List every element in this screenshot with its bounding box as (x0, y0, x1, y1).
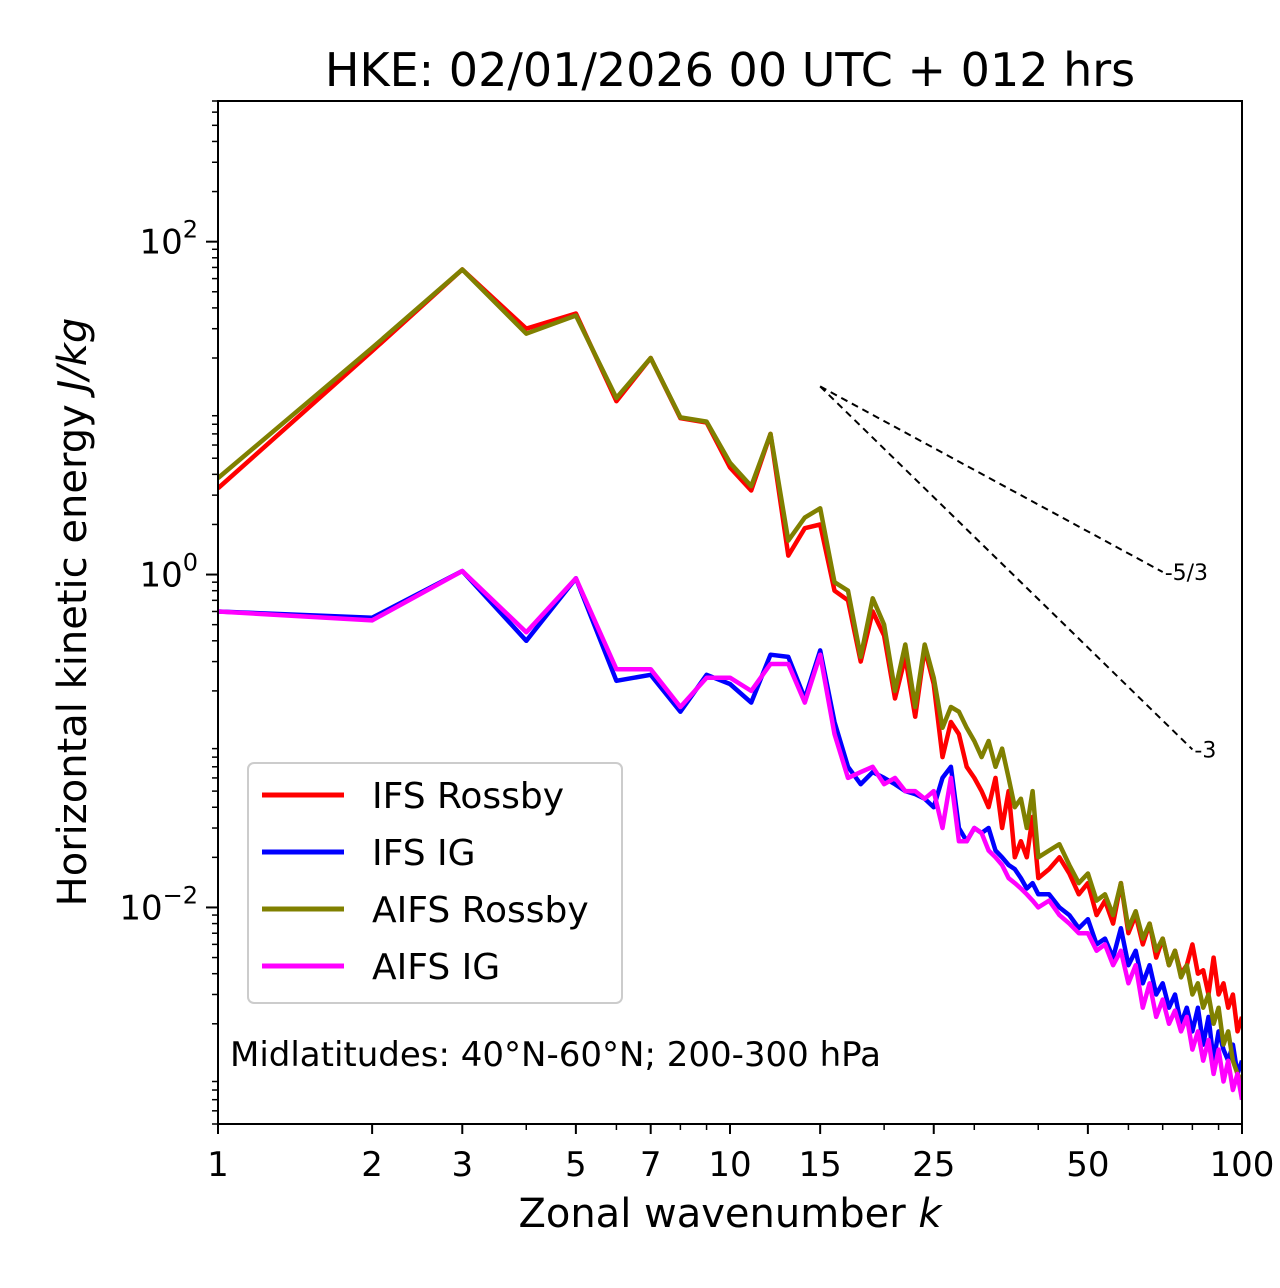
series-line-aifs-ig (218, 568, 1242, 1101)
y-tick-base: 10 (139, 223, 182, 263)
reference-line-5-3 (819, 385, 1164, 573)
x-axis-label-symbol: k (918, 1191, 943, 1237)
x-tick-label: 15 (799, 1145, 842, 1185)
reference-line-label: -3 (1194, 738, 1216, 763)
chart-title: HKE: 02/01/2026 00 UTC + 012 hrs (325, 43, 1135, 97)
x-tick-label: 10 (708, 1145, 751, 1185)
legend-label-aifs-rossby: AIFS Rossby (372, 890, 589, 931)
y-tick-base: 10 (139, 556, 182, 596)
legend-label-ifs-rossby: IFS Rossby (372, 776, 564, 817)
y-tick-label: 100 (139, 549, 198, 596)
region-annotation: Midlatitudes: 40°N-60°N; 200-300 hPa (230, 1035, 881, 1075)
reference-line-labels: -5/3 -3 (1165, 561, 1217, 763)
x-tick-label: 50 (1066, 1145, 1109, 1185)
reference-lines (819, 385, 1194, 751)
series-line-ifs-ig (218, 568, 1242, 1077)
x-tick-label: 5 (565, 1145, 587, 1185)
x-tick-label: 3 (451, 1145, 473, 1185)
x-tick-label: 25 (912, 1145, 955, 1185)
y-axis-label-text: Horizontal kinetic energy (50, 404, 96, 906)
legend-label-ifs-ig: IFS IG (372, 833, 476, 874)
x-tick-label: 1 (207, 1145, 229, 1185)
legend-label-aifs-ig: AIFS IG (372, 947, 500, 988)
x-axis-ticks: 1 2 3 5 7 10 15 25 50 100 (207, 1124, 1274, 1185)
y-axis-label: Horizontal kinetic energy J/kg (50, 318, 96, 907)
y-tick-base: 10 (119, 888, 162, 928)
legend: IFS Rossby IFS IG AIFS Rossby AIFS IG (247, 762, 623, 1004)
reference-line-3 (819, 385, 1194, 751)
y-tick-exponent: −2 (163, 881, 198, 909)
y-tick-exponent: 0 (183, 549, 198, 577)
x-tick-label: 7 (640, 1145, 662, 1185)
x-tick-label: 2 (361, 1145, 383, 1185)
x-axis-label-text: Zonal wavenumber (518, 1191, 906, 1237)
legend-box (247, 762, 623, 1004)
series-lines (218, 267, 1242, 1101)
y-tick-exponent: 2 (183, 216, 198, 244)
x-tick-label: 100 (1210, 1145, 1275, 1185)
x-axis-label: Zonal wavenumber k (518, 1191, 943, 1237)
series-line-aifs-rossby (218, 267, 1242, 1083)
y-axis-label-unit: J/kg (50, 318, 96, 399)
y-tick-label: 10−2 (119, 881, 198, 928)
y-tick-label: 102 (139, 216, 198, 263)
reference-line-label: -5/3 (1165, 561, 1208, 586)
